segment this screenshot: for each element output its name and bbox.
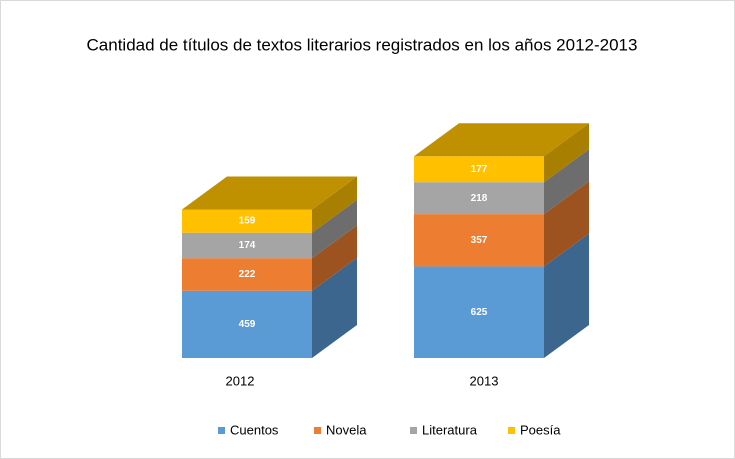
bar bbox=[182, 232, 312, 259]
legend-label: Novela bbox=[326, 422, 367, 437]
legend-label: Literatura bbox=[422, 422, 478, 437]
data-label: 625 bbox=[471, 307, 488, 318]
chart-title: Cantidad de títulos de textos literarios… bbox=[87, 35, 638, 54]
data-label: 222 bbox=[239, 269, 256, 280]
bar-top bbox=[182, 176, 357, 210]
bar-side bbox=[544, 149, 589, 215]
data-label: 218 bbox=[471, 193, 488, 204]
x-tick-label: 2012 bbox=[226, 373, 255, 388]
bar-side bbox=[312, 257, 357, 358]
bar bbox=[414, 266, 544, 358]
legend-label: Poesía bbox=[520, 422, 561, 437]
bar bbox=[414, 214, 544, 267]
data-label: 357 bbox=[471, 235, 488, 246]
legend-swatch bbox=[410, 427, 417, 434]
bar-side bbox=[544, 233, 589, 358]
legend-swatch bbox=[314, 427, 321, 434]
legend-swatch bbox=[508, 427, 515, 434]
bar bbox=[414, 156, 544, 183]
data-label: 159 bbox=[239, 216, 256, 227]
bar bbox=[414, 182, 544, 215]
bar-side bbox=[544, 181, 589, 267]
bar-side bbox=[312, 225, 357, 291]
bar-side bbox=[312, 199, 357, 259]
bar bbox=[182, 258, 312, 291]
legend-label: Cuentos bbox=[230, 422, 279, 437]
legend-swatch bbox=[218, 427, 225, 434]
bar bbox=[182, 209, 312, 233]
data-label: 177 bbox=[471, 164, 488, 175]
bar bbox=[182, 290, 312, 358]
data-label: 459 bbox=[239, 319, 256, 330]
bar-side bbox=[544, 123, 589, 183]
bar-side bbox=[312, 176, 357, 233]
data-label: 174 bbox=[239, 240, 256, 251]
x-tick-label: 2013 bbox=[470, 373, 499, 388]
bar-top bbox=[414, 123, 589, 157]
